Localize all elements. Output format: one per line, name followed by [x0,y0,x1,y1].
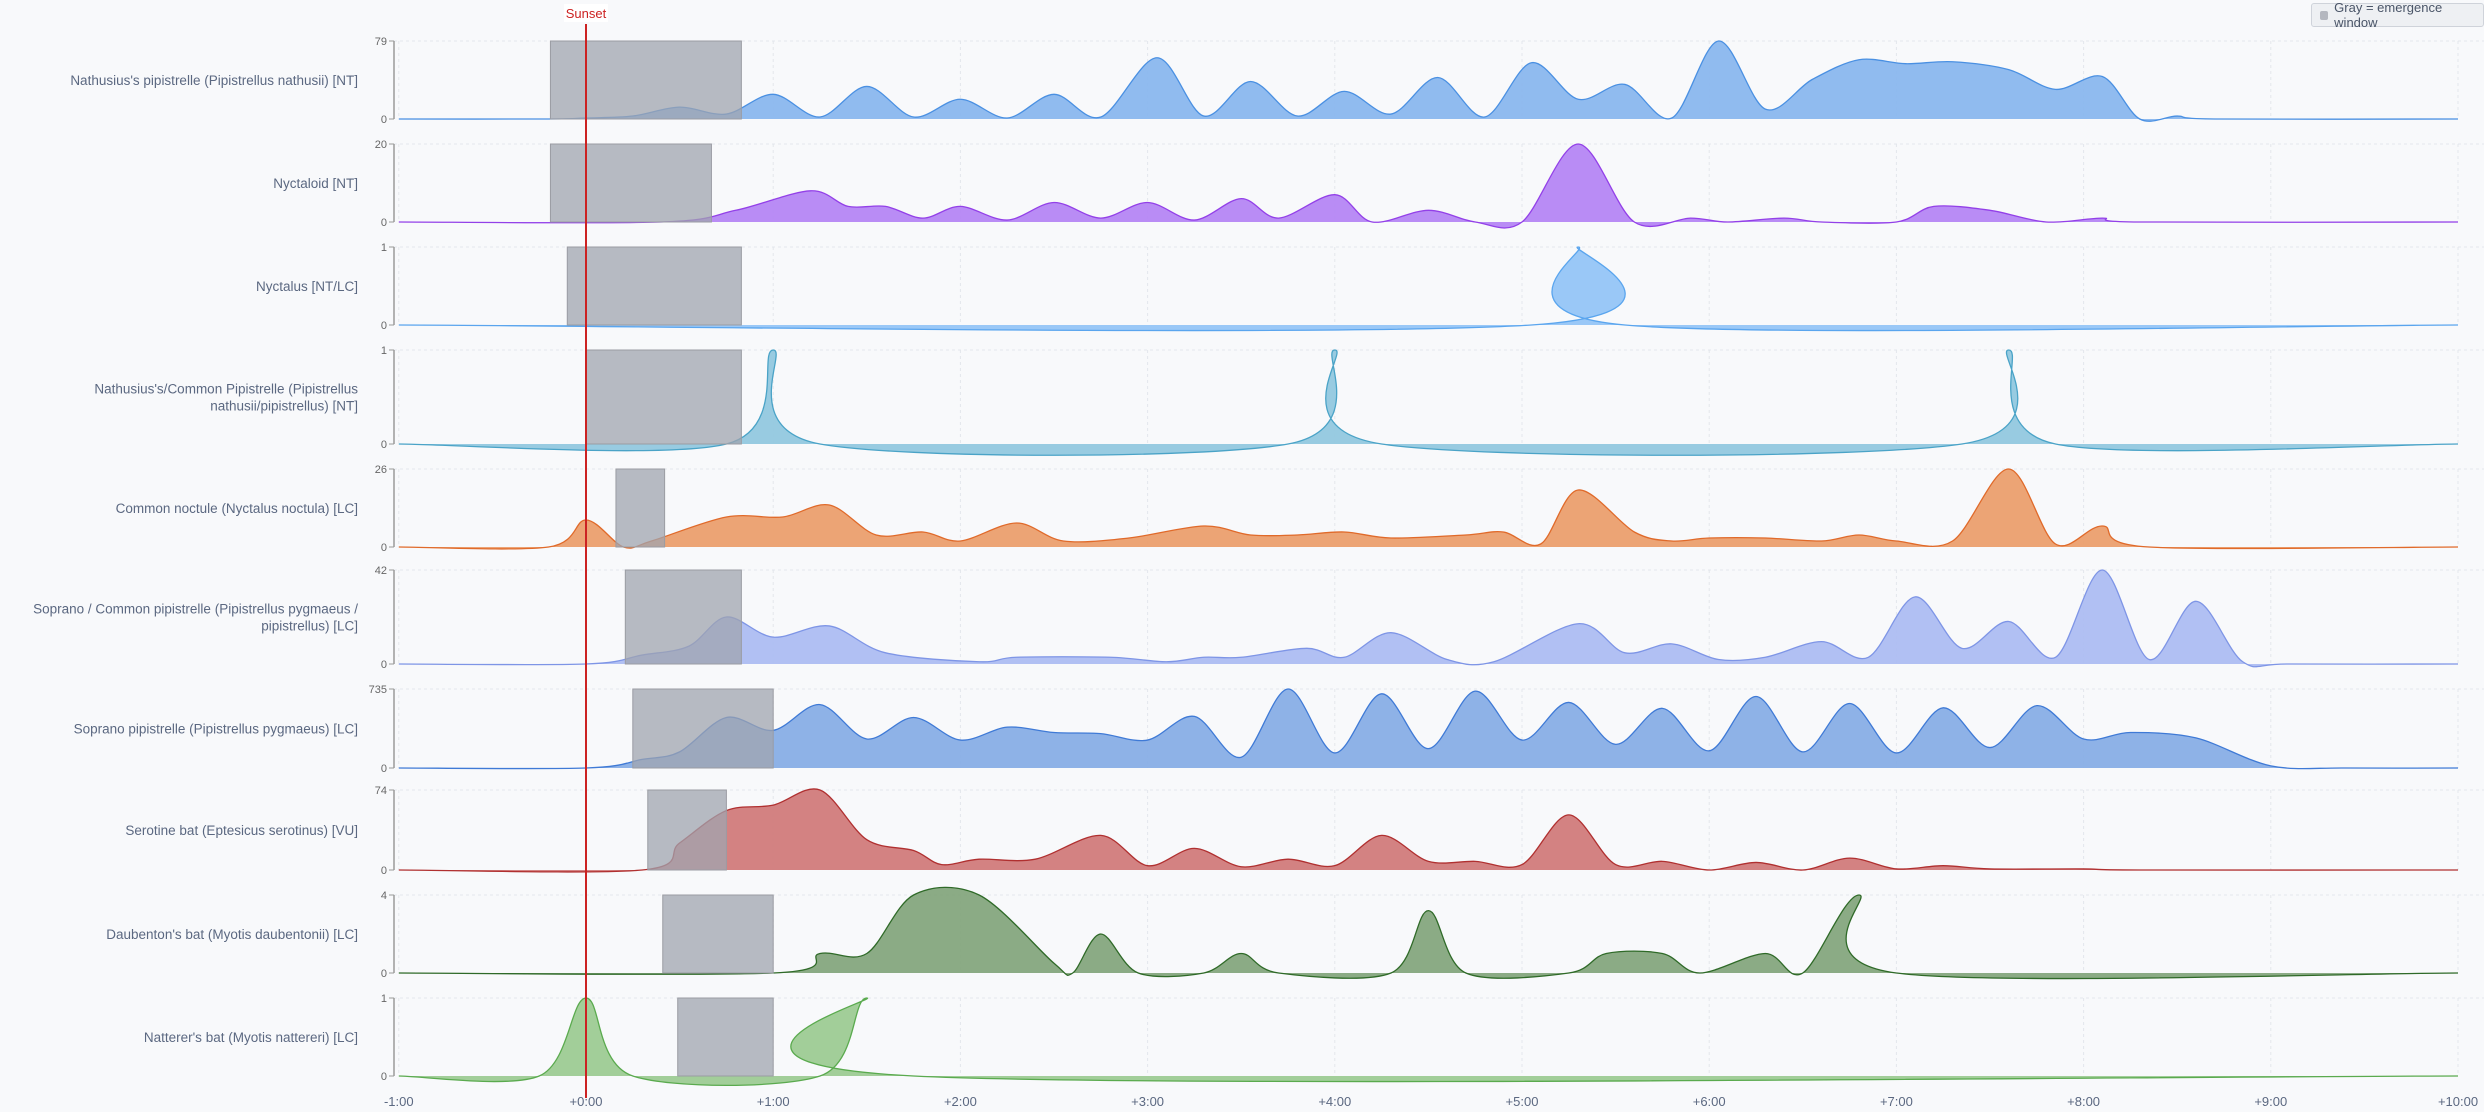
series-line [398,788,2459,873]
x-tick-label: +0:00 [570,1094,603,1109]
ridge-panel: 0 79 Nathusius's pipistrelle (Pipistrellus… [70,36,2484,126]
series-line [398,349,2459,456]
series-line [398,886,2459,980]
y-tick-label: 0 [381,968,387,980]
emergence-window [632,688,774,769]
y-tick-label: 735 [369,684,387,696]
legend-swatch-icon [2320,10,2329,20]
emergence-window [677,997,774,1077]
x-tick-label: +6:00 [1693,1094,1726,1109]
series-label: pipistrellus) [LC] [261,619,358,634]
x-tick-label: +2:00 [944,1094,977,1109]
series-label: Serotine bat (Eptesicus serotinus) [VU] [125,823,358,838]
emergence-window [647,789,727,871]
ridge-panel: 0 1 Nyctalus [NT/LC] [256,242,2484,332]
series-line [398,468,2459,550]
ridge-panel: 0 735 Soprano pipistrelle (Pipistrellus py… [74,684,2484,775]
y-tick-label: 79 [375,36,387,48]
x-tick-label: +1:00 [757,1094,790,1109]
y-tick-label: 42 [375,565,387,577]
y-tick-label: 0 [381,217,387,229]
y-tick-label: 0 [381,542,387,554]
emergence-window [566,246,742,326]
y-tick-label: 0 [381,659,387,671]
y-tick-label: 26 [375,464,387,476]
ridge-panel: 0 1 Natterer's bat (Myotis nattereri) [LC] [144,993,2484,1087]
legend: Gray = emergence window [2311,0,2484,30]
series-label: Soprano pipistrelle (Pipistrellus pygmae… [74,722,358,737]
series-area [398,350,2458,456]
series-label: Nyctalus [NT/LC] [256,279,358,294]
x-tick-label: +10:00 [2438,1094,2478,1109]
series-label: Nyctaloid [NT] [273,176,358,191]
series-line [398,143,2459,229]
series-line [398,688,2459,770]
x-tick-label: +5:00 [1506,1094,1539,1109]
emergence-window [615,468,666,548]
series-line [398,997,2459,1087]
y-tick-label: 1 [381,345,387,357]
series-area [398,468,2458,549]
series-label: Natterer's bat (Myotis nattereri) [LC] [144,1030,358,1045]
ridge-panel: 0 20 Nyctaloid [NT] [273,139,2484,229]
series-area [398,144,2458,228]
emergence-window [549,143,712,223]
series-area [398,569,2458,667]
ridge-panel: 0 74 Serotine bat (Eptesicus serotinus) [V… [125,785,2484,877]
emergence-window [549,40,742,120]
y-tick-label: 0 [381,865,387,877]
legend-text: Gray = emergence window [2334,0,2443,30]
y-tick-label: 0 [381,320,387,332]
emergence-window [585,349,742,445]
y-tick-label: 4 [381,890,387,902]
ridge-panel: 0 26 Common noctule (Nyctalus noctula) [LC… [116,464,2484,554]
series-label: Soprano / Common pipistrelle (Pipistrell… [33,602,358,617]
emergence-window [624,569,742,665]
x-tick-label: +7:00 [1880,1094,1913,1109]
series-line [398,246,2459,332]
series-area [398,688,2458,769]
sunset-label-background [564,4,608,22]
y-tick-label: 20 [375,139,387,151]
x-tick-label: +3:00 [1131,1094,1164,1109]
x-tick-label: +4:00 [1318,1094,1351,1109]
ridge-panel: 0 4 Daubenton's bat (Myotis daubentonii) [… [106,886,2484,980]
ridge-panel: 0 1 Nathusius's/Common Pipistrelle (Pipist… [94,345,2484,456]
x-tick-label: +8:00 [2067,1094,2100,1109]
y-tick-label: 0 [381,439,387,451]
series-label: Nathusius's/Common Pipistrelle (Pipistre… [94,382,358,397]
series-label: Nathusius's pipistrelle (Pipistrellus na… [70,73,358,88]
series-label: Common noctule (Nyctalus noctula) [LC] [116,501,358,516]
x-tick-label: -1:00 [384,1094,414,1109]
y-tick-label: 74 [375,785,387,797]
y-tick-label: 1 [381,993,387,1005]
y-tick-label: 0 [381,114,387,126]
series-line [398,569,2459,668]
series-line [398,40,2459,122]
series-area [398,887,2458,979]
series-label: nathusii/pipistrellus) [NT] [210,399,358,414]
y-tick-label: 0 [381,763,387,775]
series-label: Daubenton's bat (Myotis daubentonii) [LC… [106,927,358,942]
ridge-panel: 0 42 Soprano / Common pipistrelle (Pipistr… [33,565,2484,671]
emergence-window [662,894,774,974]
y-tick-label: 0 [381,1071,387,1083]
sunset-label: Sunset [566,6,607,21]
x-tick-label: +9:00 [2254,1094,2287,1109]
y-tick-label: 1 [381,242,387,254]
